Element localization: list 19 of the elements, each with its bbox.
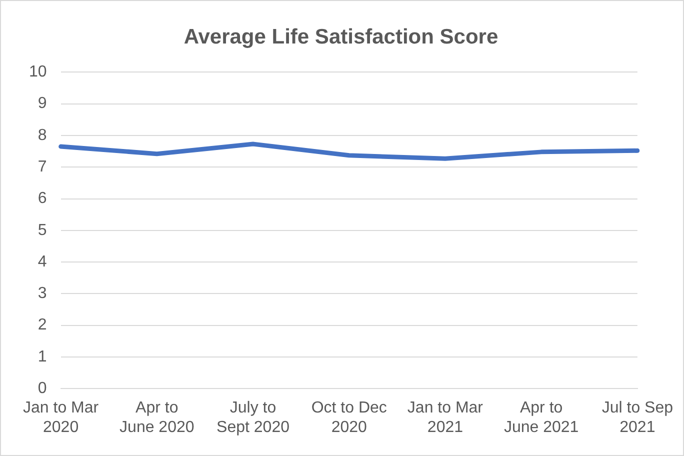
y-tick-label: 2 xyxy=(38,316,47,334)
x-tick-label: Jan to Mar 2020 xyxy=(23,400,100,436)
y-tick-label: 1 xyxy=(38,348,47,366)
y-tick-label: 4 xyxy=(38,253,47,270)
y-tick-label: 0 xyxy=(38,380,47,398)
x-tick-label: Jul to Sep 2021 xyxy=(602,400,674,436)
y-tick-label: 7 xyxy=(38,158,47,176)
x-tick-label: Oct to Dec 2020 xyxy=(311,400,387,436)
y-tick-label: 6 xyxy=(38,190,47,208)
x-tick-label: July to Sept 2020 xyxy=(216,400,290,436)
y-tick-label: 3 xyxy=(38,285,47,302)
x-tick-label: Jan to Mar 2021 xyxy=(407,400,484,436)
y-tick-label: 9 xyxy=(38,95,47,112)
x-tick-label: Apr to June 2020 xyxy=(120,400,194,436)
chart-title: Average Life Satisfaction Score xyxy=(184,25,498,48)
y-tick-label: 8 xyxy=(38,126,47,144)
y-tick-label: 10 xyxy=(29,64,47,81)
x-tick-label: Apr to June 2021 xyxy=(504,400,579,436)
y-tick-label: 5 xyxy=(38,222,47,239)
